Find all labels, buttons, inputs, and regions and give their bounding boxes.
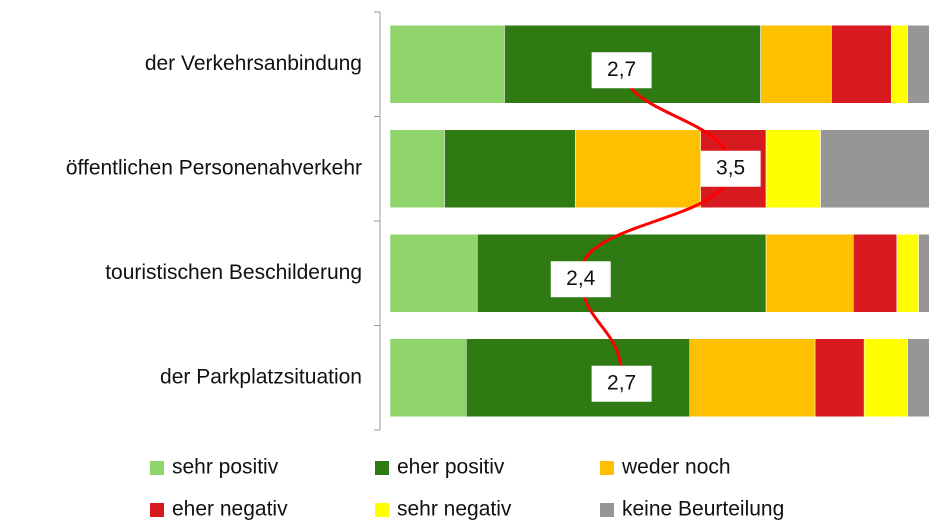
bar-segment: [575, 129, 701, 208]
mean-label: 2,4: [566, 267, 596, 290]
bar-segment: [389, 25, 505, 104]
bar-segment: [444, 129, 576, 208]
legend-swatch: [375, 461, 389, 475]
category-label: öffentlichen Personenahverkehr: [66, 156, 362, 179]
mean-box: [700, 150, 761, 187]
bar-segment: [389, 338, 467, 417]
legend-swatch: [600, 503, 614, 517]
category-label: der Parkplatzsituation: [160, 365, 362, 388]
bar-segment: [820, 129, 929, 208]
bar-segment: [853, 234, 898, 313]
legend-label: eher negativ: [172, 498, 288, 521]
bar-segment: [389, 129, 445, 208]
legend-swatch: [375, 503, 389, 517]
bar-segment: [918, 234, 929, 313]
mean-box: [550, 261, 611, 298]
bar-segment: [476, 234, 767, 313]
legend-swatch: [150, 461, 164, 475]
legend-label: keine Beurteilung: [622, 498, 784, 521]
mean-label: 3,5: [716, 156, 745, 179]
legend-swatch: [150, 503, 164, 517]
legend-label: sehr negativ: [397, 498, 512, 521]
bar-segment: [831, 25, 892, 104]
bar-segment: [896, 234, 919, 313]
bar-segment: [689, 338, 816, 417]
mean-box: [591, 365, 652, 402]
mean-curve: [579, 64, 733, 378]
bar-segment: [891, 25, 909, 104]
mean-label: 2,7: [607, 58, 636, 81]
category-label: touristischen Beschilderung: [105, 261, 362, 284]
bar-segment: [907, 25, 929, 104]
legend-label: sehr positiv: [172, 456, 279, 479]
legend-swatch: [600, 461, 614, 475]
legend-label: eher positiv: [397, 456, 505, 479]
bar-segment: [907, 338, 929, 417]
bar-segment: [765, 129, 821, 208]
bar-segment: [863, 338, 909, 417]
category-label: der Verkehrsanbindung: [145, 52, 362, 75]
bar-segment: [389, 234, 478, 313]
bar-segment: [466, 338, 690, 417]
bar-segment: [814, 338, 865, 417]
mean-box: [591, 52, 652, 89]
legend-label: weder noch: [621, 456, 731, 479]
bar-segment: [765, 234, 854, 313]
mean-label: 2,7: [607, 371, 636, 394]
bar-segment: [760, 25, 832, 104]
